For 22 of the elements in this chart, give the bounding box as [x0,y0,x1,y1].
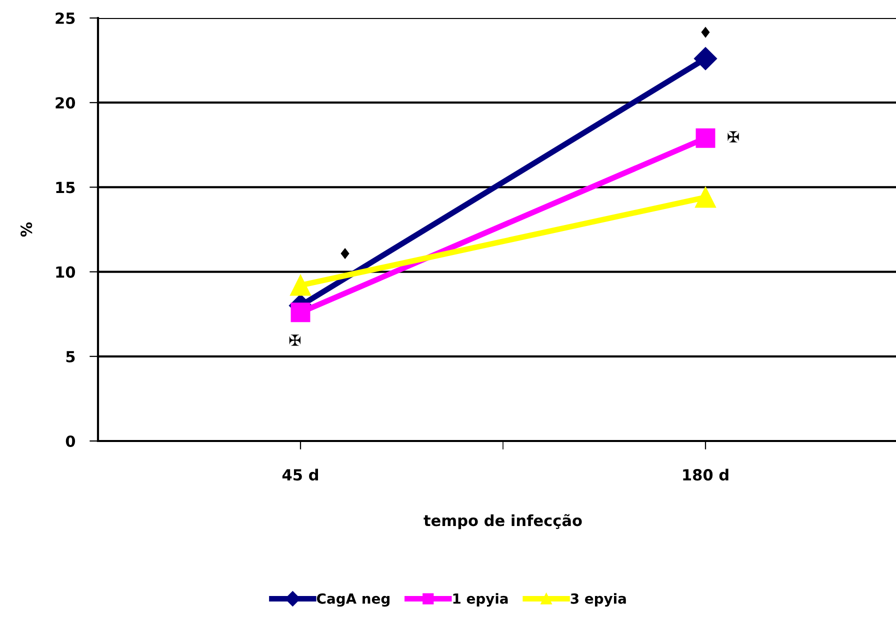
y-tick-label: 5 [66,351,75,362]
y-tick-label: 20 [56,97,76,109]
point [694,47,717,70]
y-tick-label: 15 [56,182,75,194]
y-tick-label: 0 [66,435,76,448]
annotation: ✠ [728,131,739,142]
point [695,186,716,208]
legend-label: 1 epyia [453,593,508,607]
x-axis-title: tempo de infecção [424,514,582,530]
point [290,302,310,322]
y-tick-label: 25 [56,12,75,24]
x-tick-label: 45 d [282,468,318,481]
y-axis-title: % [20,222,32,237]
point [696,128,716,148]
legend-label: CagA neg [316,593,390,607]
annotation: ✠ [289,334,301,346]
legend-label: 3 epyia [570,593,626,607]
y-tick-label: 10 [56,266,76,278]
x-tick-label: 180 d [683,468,728,481]
point [290,274,311,296]
annotation: ♦ [340,248,350,260]
annotation: ♦ [701,26,710,38]
